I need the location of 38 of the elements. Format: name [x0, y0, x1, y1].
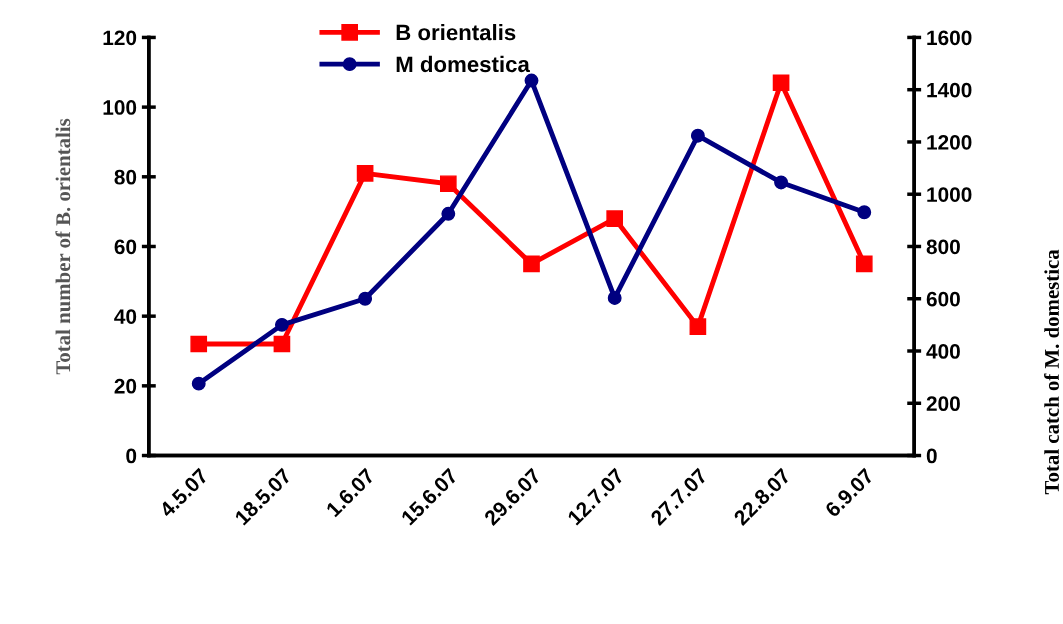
y2-tick-label: 1000: [927, 187, 972, 202]
point: [441, 206, 456, 221]
y-axis-title: Total number of B. orientalis: [55, 118, 71, 375]
point: [273, 335, 291, 353]
point: [439, 175, 457, 193]
y2-axis-title: Total catch of M. domestica: [1044, 249, 1060, 495]
legend-label: B orientalis: [396, 23, 516, 41]
point: [690, 128, 705, 143]
point: [356, 164, 374, 182]
point: [689, 318, 707, 335]
point: [606, 210, 624, 227]
y2-tick-label: 1200: [927, 134, 972, 150]
y2-tick-label: 600: [926, 291, 960, 307]
y-tick-label: 120: [103, 30, 137, 46]
point: [857, 205, 872, 220]
y-tick-label: 20: [114, 378, 137, 394]
point: [274, 317, 289, 332]
y-tick-label: 0: [126, 448, 137, 464]
y-tick-label: 80: [114, 169, 137, 185]
y2-tick-label: 1600: [927, 30, 972, 46]
point: [774, 175, 789, 190]
y-tick-label: 60: [114, 239, 137, 255]
point: [607, 291, 622, 305]
y-tick-label: 40: [114, 309, 137, 324]
y2-tick-label: 1400: [927, 82, 972, 98]
point: [772, 74, 790, 92]
point: [855, 255, 873, 273]
legend-label: M domestica: [396, 55, 530, 73]
y2-tick-label: 200: [926, 396, 960, 412]
y2-tick-label: 400: [926, 344, 960, 359]
point: [523, 255, 540, 273]
point: [191, 376, 206, 391]
point: [358, 291, 373, 306]
y-tick-label: 100: [103, 100, 137, 115]
y2-tick-label: 800: [926, 239, 960, 255]
point: [524, 73, 539, 88]
point: [190, 335, 208, 353]
y2-tick-label: 0: [926, 448, 937, 464]
